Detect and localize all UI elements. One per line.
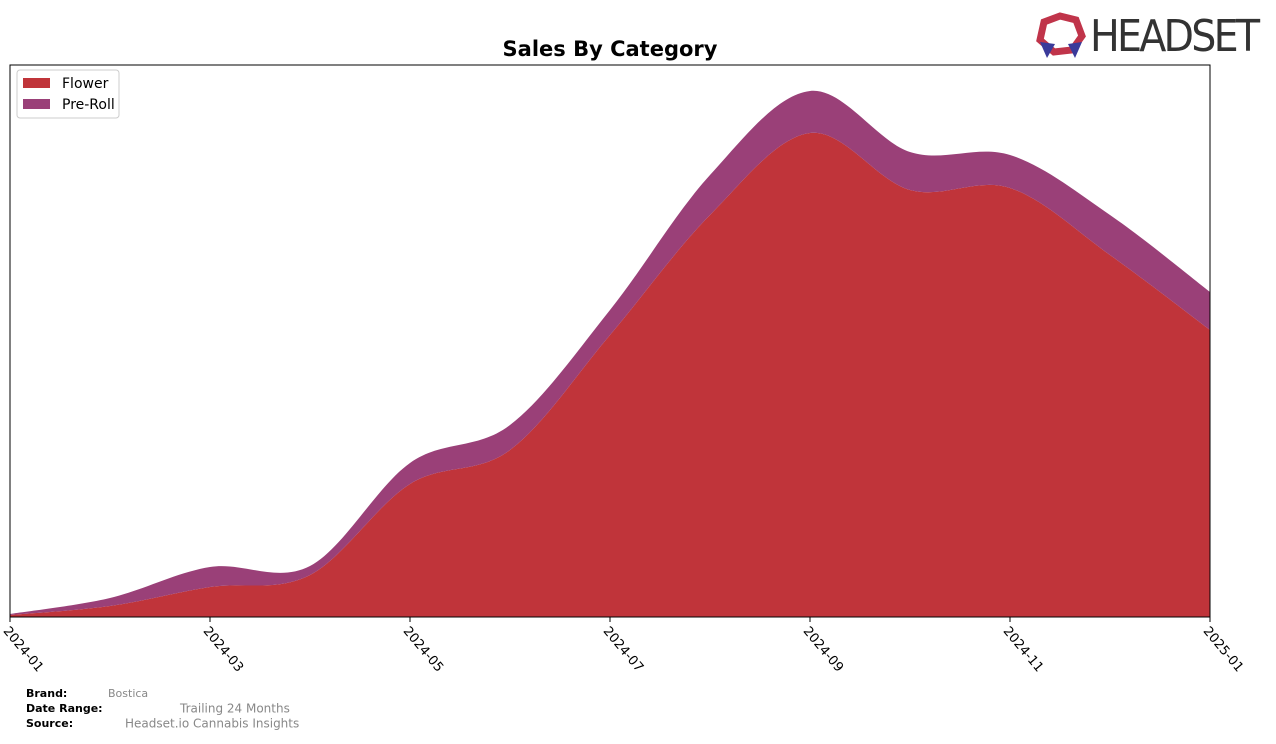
x-tick-label: 2024-09 — [800, 624, 846, 675]
x-tick-label: 2024-01 — [0, 624, 46, 675]
x-tick-label: 2024-03 — [200, 624, 246, 675]
footer-label: Brand: — [26, 687, 67, 700]
x-tick-label: 2024-07 — [600, 624, 646, 675]
x-tick-label: 2025-01 — [1200, 624, 1246, 675]
area — [10, 132, 1210, 617]
legend: Flower Pre-Roll — [16, 69, 120, 119]
footer-label: Date Range: — [26, 702, 103, 715]
footer-value: Bostica — [108, 687, 148, 700]
x-tick-label: 2024-05 — [400, 624, 446, 675]
legend-label: Flower — [62, 76, 109, 92]
footer-value: Trailing 24 Months — [179, 702, 290, 716]
chart-title: Sales By Category — [503, 37, 718, 61]
x-tick-label: 2024-11 — [1000, 624, 1046, 675]
footer-value: Headset.io Cannabis Insights — [125, 717, 299, 731]
logo: HEADSET — [1036, 11, 1261, 62]
logo-text: HEADSET — [1090, 11, 1261, 62]
footer-label: Source: — [26, 717, 73, 730]
footer: Brand: Bostica Date Range: Trailing 24 M… — [26, 687, 299, 731]
legend-swatch — [23, 99, 50, 109]
legend-label: Pre-Roll — [62, 97, 115, 113]
legend-swatch — [23, 78, 50, 88]
